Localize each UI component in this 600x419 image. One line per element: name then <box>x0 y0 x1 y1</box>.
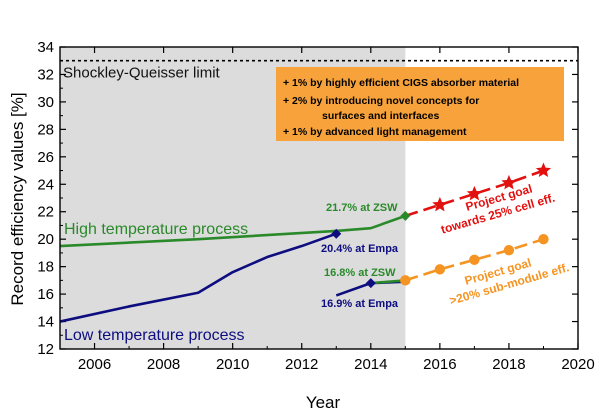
x-tick-label: 2006 <box>78 356 111 373</box>
x-tick-label: 2020 <box>561 356 594 373</box>
y-tick-label: 34 <box>37 39 54 56</box>
callout-line-4: + 1% by advanced light management <box>283 126 467 138</box>
y-axis-label: Record efficiency values [%] <box>8 92 27 305</box>
x-tick-label: 2014 <box>354 356 387 373</box>
y-tick-label: 22 <box>37 204 54 221</box>
marker-layer <box>331 162 552 289</box>
data-point-circle <box>434 264 446 275</box>
x-tick-label: 2008 <box>147 356 180 373</box>
series-line-5 <box>404 237 544 282</box>
y-tick-label: 28 <box>37 121 54 138</box>
y-tick-label: 32 <box>37 66 54 83</box>
annotation-zsw-low: 16.8% at ZSW <box>324 267 396 279</box>
series-line-3 <box>370 279 406 285</box>
data-point-diamond <box>365 278 376 289</box>
data-point-star <box>466 185 483 201</box>
data-point-star <box>501 174 517 190</box>
y-tick-label: 24 <box>37 176 54 193</box>
annotation-empa-low: 16.9% at Empa <box>321 298 399 310</box>
data-point-star <box>535 162 552 178</box>
y-tick-label: 16 <box>37 286 54 303</box>
y-tick-label: 26 <box>37 149 54 166</box>
callout-line-2: + 2% by introducing novel concepts for <box>283 95 479 107</box>
y-tick-label: 30 <box>37 94 54 111</box>
x-tick-label: 2018 <box>492 356 525 373</box>
y-tick-label: 14 <box>37 314 54 331</box>
x-axis-label: Year <box>306 393 341 412</box>
y-tick-label: 18 <box>37 259 54 276</box>
data-point-circle <box>503 244 515 256</box>
annotation-low-temp: Low temperature process <box>64 327 245 344</box>
y-tick-label: 20 <box>37 231 54 248</box>
data-point-diamond <box>400 210 411 221</box>
callout-line-3: surfaces and interfaces <box>322 110 439 122</box>
x-tick-label: 2016 <box>423 356 456 373</box>
series-line-4 <box>404 169 544 218</box>
orange-goal-label: Project goal >20% sub-module eff. <box>448 255 571 307</box>
callout-line-1: + 1% by highly efficient CIGS absorber m… <box>283 77 519 89</box>
annotation-empa-high: 20.4% at Empa <box>321 243 399 255</box>
axis-ticks: 2006 2008 2010 2012 2014 2016 2018 2020 12 14 16 18… <box>37 39 594 373</box>
series-line-1 <box>59 232 337 323</box>
x-tick-label: 2010 <box>216 356 249 373</box>
reference-line-label: Shockley-Queisser limit <box>63 65 221 82</box>
annotation-zsw-high: 21.7% at ZSW <box>326 202 398 214</box>
data-point-circle <box>469 254 480 265</box>
callout-background <box>276 67 564 141</box>
data-point-circle <box>538 233 549 245</box>
annotation-high-temp: High temperature process <box>64 221 248 238</box>
plot-frame <box>59 46 579 350</box>
callout-box: + 1% by highly efficient CIGS absorber m… <box>276 67 564 141</box>
data-point-diamond <box>331 228 342 239</box>
y-tick-label: 12 <box>37 341 54 358</box>
red-goal-label: Project goal towards 25% cell eff. <box>439 181 556 236</box>
data-point-circle <box>400 275 411 286</box>
data-point-star <box>432 196 448 212</box>
x-tick-label: 2012 <box>285 356 318 373</box>
